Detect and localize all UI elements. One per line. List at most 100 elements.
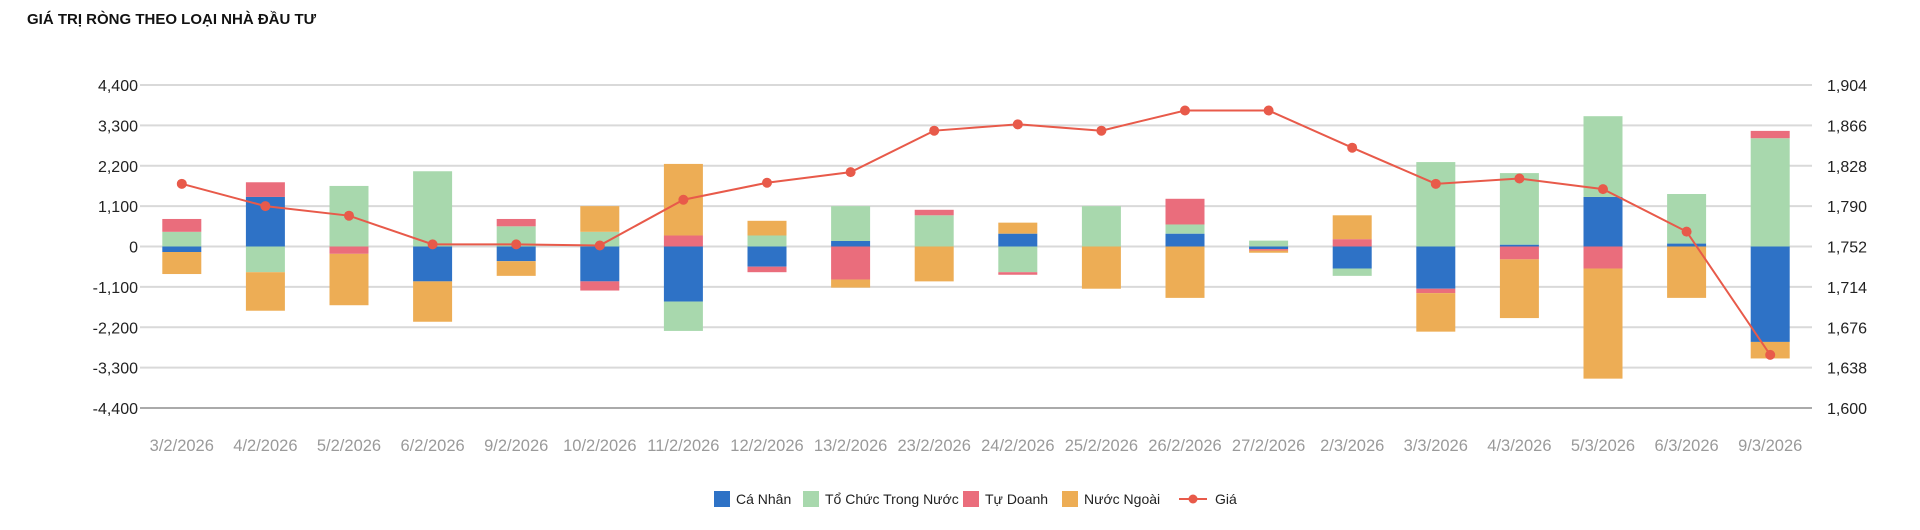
- x-tick-label: 5/2/2026: [317, 437, 381, 455]
- bar-segment: [580, 246, 620, 282]
- bar-segment: [1249, 240, 1289, 247]
- x-tick-label: 9/2/2026: [484, 437, 548, 455]
- legend-marker: [1188, 494, 1198, 504]
- bar-segment: [1249, 250, 1289, 253]
- bar-segment: [1750, 130, 1790, 139]
- price-point: [1681, 226, 1692, 237]
- bar-segment: [1583, 268, 1623, 379]
- x-tick-label: 26/2/2026: [1148, 437, 1221, 455]
- x-tick-label: 3/3/2026: [1404, 437, 1468, 455]
- price-point: [762, 177, 772, 188]
- price-point: [1012, 119, 1023, 130]
- legend-label: Tự Doanh: [985, 491, 1048, 507]
- bar-segment: [329, 246, 369, 254]
- price-point: [1347, 142, 1358, 153]
- bar-segment: [1249, 246, 1289, 250]
- bar-segment: [747, 266, 787, 273]
- x-tick-label: 27/2/2026: [1232, 437, 1305, 455]
- bar-segment: [1332, 215, 1372, 240]
- price-line: [176, 105, 1776, 360]
- bar-segment: [329, 253, 369, 306]
- right-tick-label: 1,600: [1827, 401, 1867, 418]
- right-tick-label: 1,866: [1827, 118, 1867, 135]
- right-tick-label: 1,904: [1827, 78, 1867, 95]
- price-point: [1180, 105, 1190, 116]
- bar-segment: [580, 206, 620, 232]
- bar-segment: [914, 209, 954, 216]
- bar-segment: [413, 246, 453, 282]
- x-tick-label: 24/2/2026: [981, 437, 1054, 455]
- x-tick-label: 3/2/2026: [150, 437, 214, 455]
- bar-segment: [998, 272, 1038, 275]
- price-point: [929, 125, 940, 136]
- bar-segment: [747, 246, 787, 267]
- bar-segment: [245, 182, 285, 197]
- price-point: [1514, 173, 1525, 184]
- bar-segment: [1332, 268, 1372, 276]
- right-tick-label: 1,714: [1827, 280, 1867, 297]
- x-tick-label: 5/3/2026: [1571, 437, 1635, 455]
- left-tick-label: 1,100: [98, 199, 138, 216]
- right-tick-label: 1,638: [1827, 361, 1867, 378]
- bar-segment: [496, 218, 536, 227]
- price-point: [176, 178, 187, 189]
- price-point: [845, 167, 856, 178]
- bar-segment: [1416, 246, 1456, 289]
- legend-swatch: [1062, 491, 1078, 507]
- bar-segment: [1249, 249, 1289, 251]
- bar-segment: [914, 246, 954, 282]
- legend-label: Tổ Chức Trong Nước: [825, 491, 959, 507]
- left-tick-label: 4,400: [98, 78, 138, 95]
- bar-segment: [162, 246, 202, 253]
- bar-segment: [831, 206, 871, 241]
- bar-segment: [831, 246, 871, 280]
- bar-segment: [245, 246, 285, 273]
- bar-segment: [663, 235, 703, 247]
- left-tick-label: 0: [129, 240, 138, 257]
- bar-segment: [496, 261, 536, 276]
- price-point: [594, 240, 605, 251]
- left-axis: 4,400 3,300 2,200 1,100 0 -1,100 -2,200 -3,300 -…: [93, 78, 138, 418]
- bar-segment: [663, 246, 703, 302]
- bar-segment: [1583, 116, 1623, 197]
- bar-segment: [1499, 246, 1539, 260]
- bar-segment: [1081, 206, 1121, 247]
- right-tick-label: 1,752: [1827, 240, 1867, 257]
- legend-item: Tự Doanh: [963, 491, 1048, 507]
- bar-segment: [162, 231, 202, 247]
- bar-segment: [1332, 239, 1372, 247]
- legend-label: Giá: [1215, 491, 1237, 507]
- legend-item: Tổ Chức Trong Nước: [803, 491, 959, 507]
- price-point: [1430, 178, 1441, 189]
- right-tick-label: 1,828: [1827, 159, 1867, 176]
- bar-segment: [831, 279, 871, 288]
- x-tick-label: 2/3/2026: [1320, 437, 1384, 455]
- bar-segment: [914, 215, 954, 247]
- x-tick-label: 13/2/2026: [814, 437, 887, 455]
- right-tick-label: 1,676: [1827, 320, 1867, 337]
- bar-segment: [831, 240, 871, 247]
- price-point: [511, 239, 522, 250]
- x-tick-label: 23/2/2026: [897, 437, 970, 455]
- bar-segment: [580, 231, 620, 247]
- bar-segment: [1165, 198, 1205, 225]
- bar-segment: [1583, 246, 1623, 269]
- price-point: [260, 201, 271, 212]
- price-line-path: [181, 109, 1772, 356]
- bar-segment: [998, 246, 1038, 273]
- gridlines: [140, 84, 1812, 409]
- bar-segment: [998, 222, 1038, 234]
- bar-segment: [1165, 224, 1205, 234]
- bar-segment: [1416, 162, 1456, 247]
- bar-segment: [580, 281, 620, 291]
- left-tick-label: -2,200: [93, 320, 138, 337]
- bar-segment: [1499, 244, 1539, 247]
- right-axis: 1,904 1,866 1,828 1,790 1,752 1,714 1,676 1,638…: [1827, 78, 1867, 418]
- x-tick-label: 10/2/2026: [563, 437, 636, 455]
- legend-label: Cá Nhân: [736, 491, 791, 507]
- right-tick-label: 1,790: [1827, 199, 1867, 216]
- x-tick-label: 11/2/2026: [647, 437, 719, 455]
- x-tick-label: 4/2/2026: [233, 437, 297, 455]
- left-tick-label: 3,300: [98, 118, 138, 135]
- x-tick-label: 6/3/2026: [1654, 437, 1718, 455]
